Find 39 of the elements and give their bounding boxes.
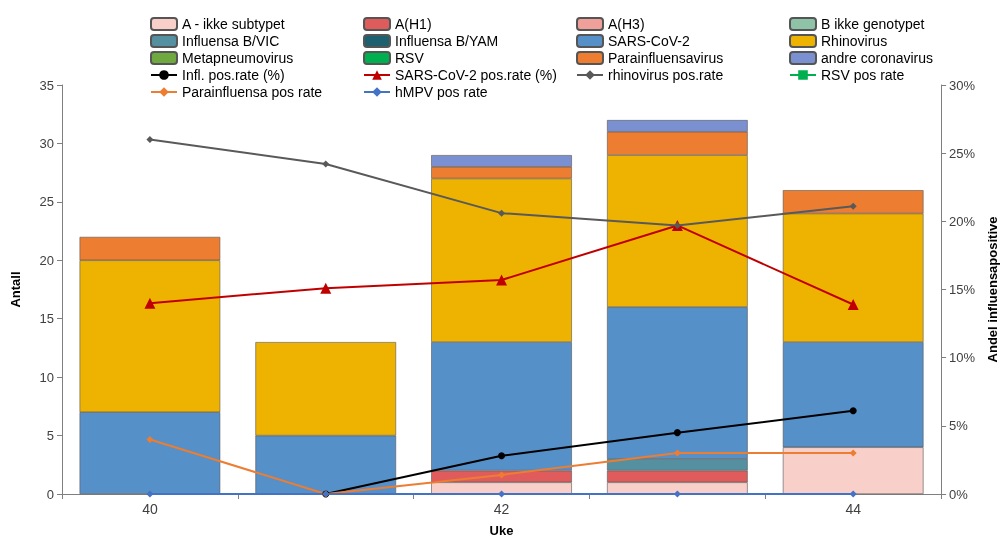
legend-label: Metapneumovirus [182,50,294,66]
legend-label: andre coronavirus [821,50,934,66]
y-tick-label: 25 [39,194,54,210]
legend-label: Parainfluensa pos rate [182,84,323,100]
y2-tick-label: 30% [949,77,976,93]
y2-tick-label: 25% [949,145,976,161]
y-tick-label: 10 [39,369,54,385]
legend-label: SARS-CoV-2 [608,33,690,49]
legend-label: hMPV pos rate [395,84,488,100]
legend-label: Influensa B/VIC [182,33,280,49]
y2-tick-label: 10% [949,350,976,366]
y-tick-label: 20 [39,252,54,268]
legend-label: Rhinovirus [821,33,888,49]
x-axis-title: Uke [489,523,514,538]
legend-label: A - ikke subtypet [182,16,285,32]
legend-label: RSV pos rate [821,67,905,83]
y2-axis-title: Andel influensapositive [985,216,1000,363]
legend-label: B ikke genotypet [821,16,925,32]
y-tick-label: 0 [46,486,54,502]
legend-label: Infl. pos.rate (%) [182,67,285,83]
legend-label: Parainfluensavirus [608,50,724,66]
legend-label: SARS-CoV-2 pos.rate (%) [395,67,557,83]
legend-label: rhinovirus pos.rate [608,67,724,83]
y-tick-label: 15 [39,311,54,327]
y2-tick-label: 15% [949,282,976,297]
legend-label: A(H1) [395,16,432,32]
y-tick-label: 5 [46,428,54,444]
legend-label: Influensa B/YAM [395,33,499,49]
y2-tick-label: 20% [949,213,976,229]
y-tick-label: 30 [39,135,54,151]
legend-label: RSV [395,50,425,66]
y2-tick-label: 5% [949,418,969,434]
legend-label: A(H3) [608,16,645,32]
x-tick-label: 42 [493,501,510,517]
y-axis-title: Antall [8,271,23,308]
y-tick-label: 35 [39,77,54,93]
x-tick-label: 40 [142,501,158,517]
y2-tick-label: 0% [949,486,969,502]
x-tick-label: 44 [845,501,862,517]
